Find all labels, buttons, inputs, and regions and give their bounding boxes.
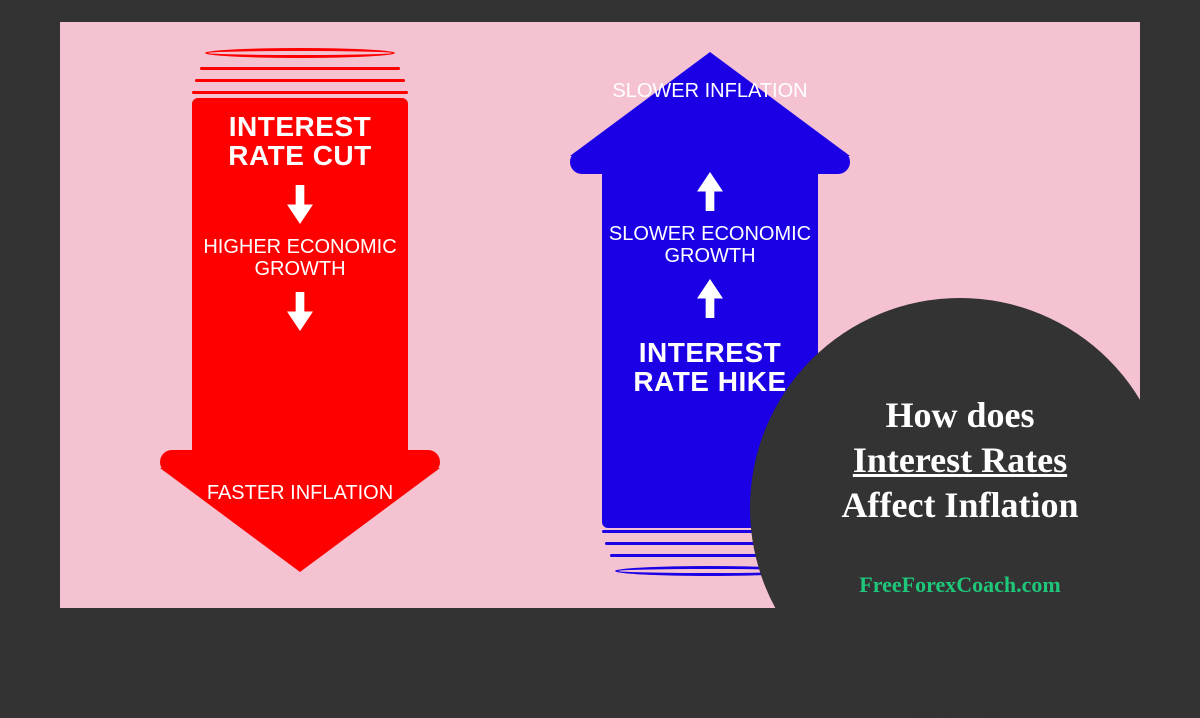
up-arrow-icon — [697, 279, 723, 318]
rate-cut-title: INTEREST RATE CUT — [192, 112, 408, 171]
rate-cut-tip: FASTER INFLATION — [160, 468, 440, 504]
rate-hike-tip: SLOWER INFLATION — [570, 80, 850, 102]
badge-title: How does Interest Rates Affect Inflation — [842, 393, 1079, 528]
badge-line1: How does — [885, 395, 1034, 435]
down-arrow-icon — [287, 185, 313, 224]
down-arrow-icon — [287, 292, 313, 331]
red-arrow-body: INTEREST RATE CUT HIGHER ECONOMIC GROWTH — [192, 98, 408, 468]
rate-hike-mid: SLOWER ECONOMIC GROWTH — [602, 223, 818, 267]
rate-cut-mid: HIGHER ECONOMIC GROWTH — [192, 236, 408, 280]
blue-arrow-head — [570, 52, 850, 156]
up-arrow-icon — [697, 172, 723, 211]
rate-cut-arrow: INTEREST RATE CUT HIGHER ECONOMIC GROWTH… — [160, 52, 440, 572]
infographic-canvas: INTEREST RATE CUT HIGHER ECONOMIC GROWTH… — [60, 22, 1140, 608]
badge-url: FreeForexCoach.com — [859, 572, 1060, 598]
badge-line3: Affect Inflation — [842, 485, 1079, 525]
speed-lines-top-red — [192, 48, 408, 94]
title-badge: How does Interest Rates Affect Inflation… — [750, 298, 1170, 718]
badge-line2: Interest Rates — [853, 440, 1067, 480]
rate-hike-title: INTEREST RATE HIKE — [602, 338, 818, 397]
